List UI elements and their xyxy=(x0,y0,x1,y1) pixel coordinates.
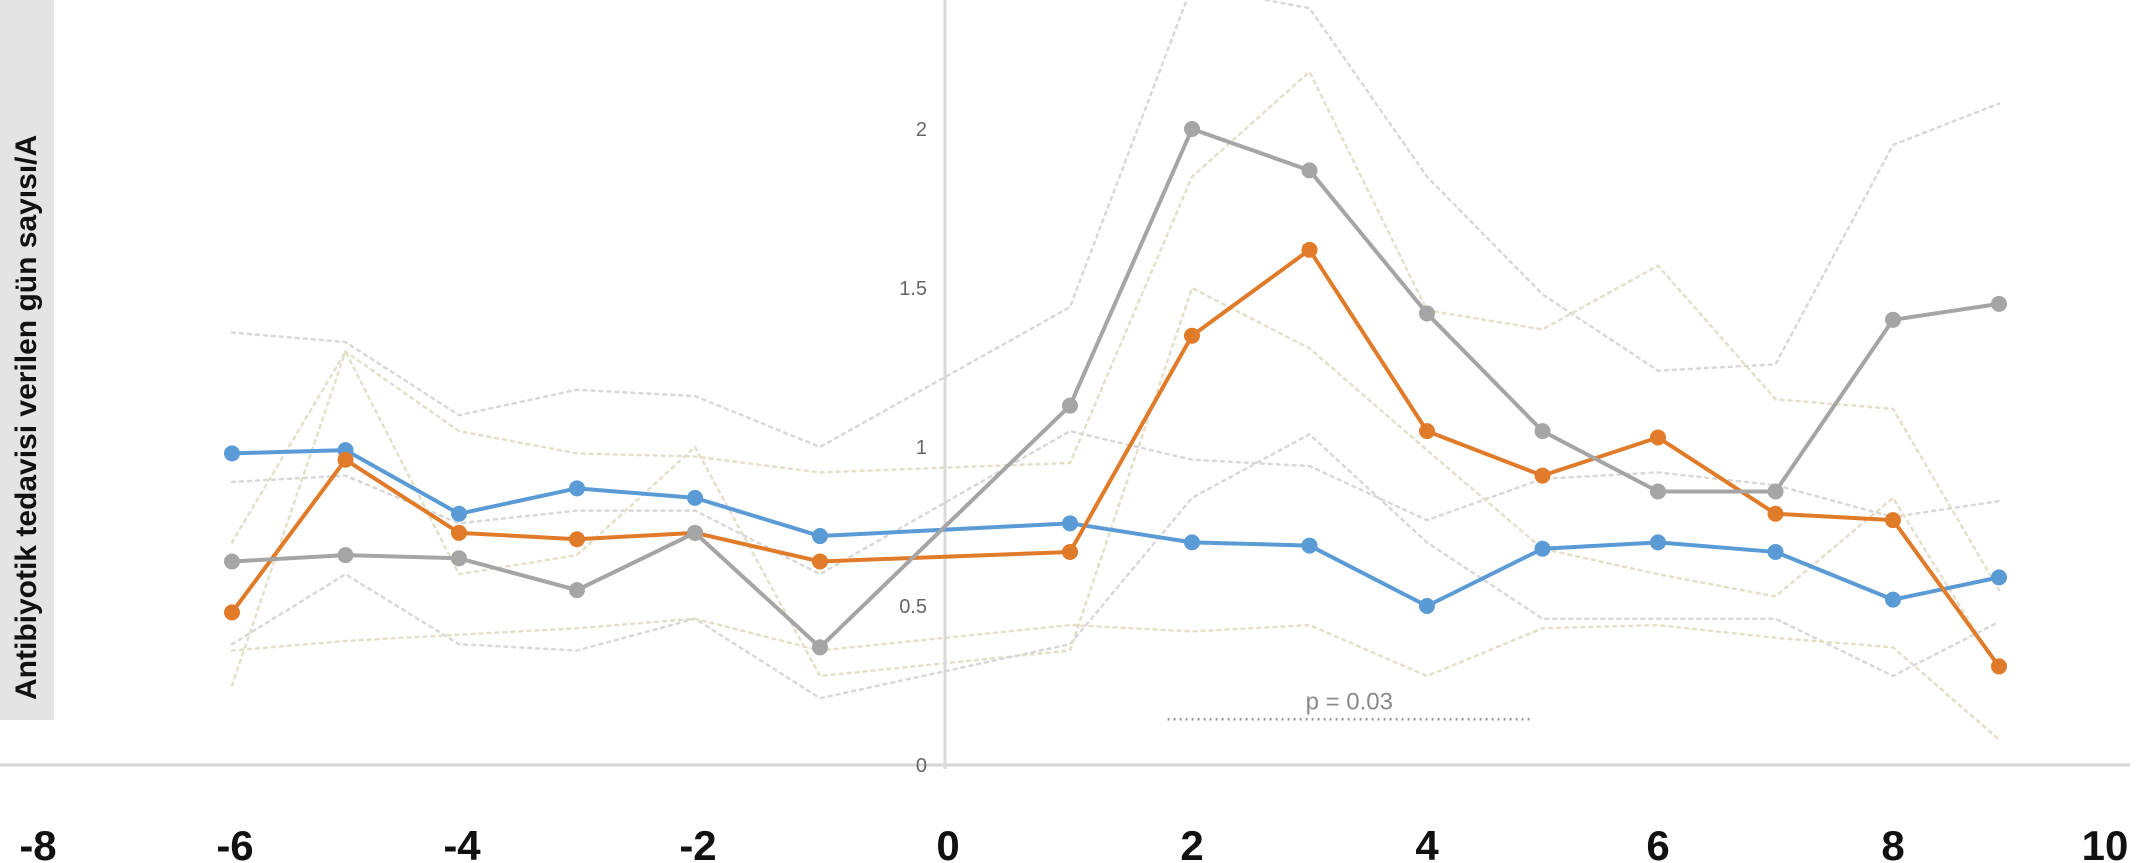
data-point xyxy=(812,553,828,570)
data-point xyxy=(1184,327,1200,344)
data-point xyxy=(1062,515,1078,532)
data-point xyxy=(451,550,467,567)
data-point xyxy=(1650,534,1666,551)
data-point xyxy=(1062,397,1078,414)
background-series-line xyxy=(230,429,2001,576)
data-point xyxy=(1301,162,1318,179)
data-point xyxy=(1767,505,1784,522)
y-axis-label: Antibiyotik tedavisi verilen gün sayısı/… xyxy=(10,134,43,700)
annotation-group: p = 0.03 xyxy=(1167,688,1531,721)
x-tick-label: 10 xyxy=(2082,822,2129,863)
series-group xyxy=(224,121,2007,675)
data-point xyxy=(451,524,467,541)
data-point xyxy=(687,489,703,506)
data-point xyxy=(1767,543,1784,560)
data-point xyxy=(224,604,240,621)
x-tick-label: 0 xyxy=(936,822,959,863)
data-point xyxy=(1301,241,1318,258)
y-tick-label: 0.5 xyxy=(899,596,927,618)
series-3 xyxy=(224,121,2007,656)
y-tick-labels: 0 0.5 1 1.5 2 xyxy=(899,119,927,777)
data-point xyxy=(569,531,585,548)
data-point xyxy=(1301,537,1318,554)
data-point xyxy=(1534,423,1551,440)
background-series-line xyxy=(230,432,2001,700)
data-point xyxy=(1419,305,1435,322)
data-point xyxy=(1767,483,1784,500)
data-point xyxy=(812,528,828,545)
background-series-line xyxy=(230,69,2001,687)
series-line xyxy=(231,127,2000,650)
x-tick-label: -4 xyxy=(443,822,481,863)
data-point xyxy=(569,582,585,599)
y-tick-label: 0 xyxy=(916,755,927,777)
data-point xyxy=(1991,569,2007,586)
data-point xyxy=(1885,591,1901,608)
data-point xyxy=(812,639,828,656)
series-line xyxy=(230,247,2001,668)
background-series-line xyxy=(230,617,2001,741)
data-point xyxy=(224,553,240,570)
background-series-group xyxy=(230,0,2001,741)
data-point xyxy=(569,480,585,497)
data-point xyxy=(337,547,354,564)
data-point xyxy=(1650,483,1666,500)
data-point xyxy=(1419,598,1435,614)
x-tick-label: -6 xyxy=(216,822,253,863)
data-point xyxy=(1534,540,1551,557)
x-tick-labels: -8 -6 -4 -2 0 2 4 6 8 10 xyxy=(19,822,2128,863)
y-axis-label-box: Antibiyotik tedavisi verilen gün sayısı/… xyxy=(0,0,54,720)
data-point xyxy=(337,451,354,468)
data-point xyxy=(1991,295,2007,312)
x-tick-label: 8 xyxy=(1881,822,1904,863)
data-point xyxy=(1419,423,1435,440)
data-point xyxy=(1991,658,2007,675)
series-1 xyxy=(224,442,2007,614)
y-tick-label: 2 xyxy=(916,119,927,141)
x-tick-label: 6 xyxy=(1646,822,1669,863)
x-tick-label: 4 xyxy=(1415,822,1439,863)
background-series-line xyxy=(230,286,2001,678)
data-point xyxy=(1062,543,1078,560)
y-tick-label: 1 xyxy=(916,437,927,459)
data-point xyxy=(687,524,703,541)
annotation-text: p = 0.03 xyxy=(1306,688,1393,715)
x-tick-label: -8 xyxy=(19,822,56,863)
data-point xyxy=(1184,121,1200,137)
x-tick-label: -2 xyxy=(679,822,716,863)
background-series-line xyxy=(230,0,2001,449)
data-point xyxy=(224,445,240,462)
data-point xyxy=(451,505,467,522)
y-tick-label: 1.5 xyxy=(899,278,927,300)
data-point xyxy=(1885,311,1901,328)
x-tick-label: 2 xyxy=(1180,822,1203,863)
data-point xyxy=(1534,467,1551,484)
data-point xyxy=(1650,429,1666,446)
data-point xyxy=(1885,512,1901,529)
data-point xyxy=(1184,534,1200,551)
